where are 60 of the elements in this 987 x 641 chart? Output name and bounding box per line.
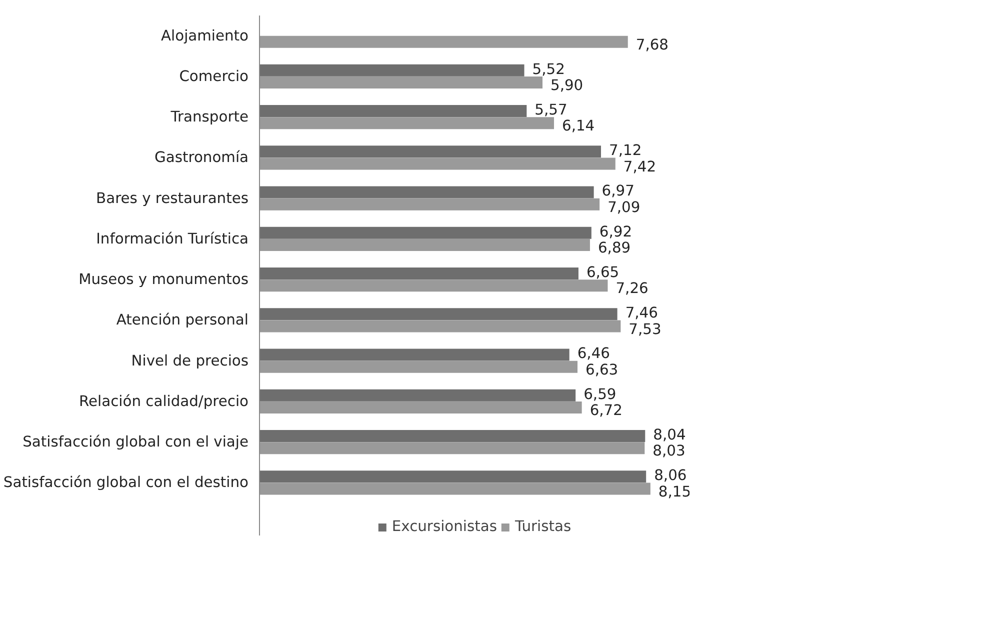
data-label: 7,26	[616, 280, 648, 298]
bar	[260, 280, 608, 292]
data-label: 7,46	[625, 304, 658, 322]
legend-label: Turistas	[514, 518, 572, 535]
bar	[260, 360, 578, 373]
y-tick-label: Satisfacción global con el destino	[3, 474, 249, 492]
bar	[260, 389, 576, 402]
bar	[260, 76, 542, 89]
bar	[260, 117, 554, 130]
data-label: 6,59	[584, 386, 616, 403]
bar	[260, 146, 602, 158]
bar	[260, 470, 646, 483]
bar	[260, 348, 570, 361]
y-tick-label: Atención personal	[116, 312, 249, 329]
data-label: 7,68	[636, 36, 669, 54]
bar	[260, 239, 590, 252]
data-label: 6,97	[602, 182, 634, 200]
y-tick-label: Bares y restaurantes	[96, 190, 248, 207]
bar	[260, 267, 578, 280]
bar	[260, 226, 592, 239]
data-label: 7,42	[623, 158, 656, 176]
data-label: 7,09	[608, 198, 640, 216]
bar	[260, 482, 650, 495]
data-label: 7,12	[609, 142, 642, 160]
bar	[260, 402, 582, 414]
bar	[260, 308, 618, 320]
data-label: 7,53	[628, 320, 662, 338]
data-label: 6,72	[590, 402, 622, 420]
data-label: 5,90	[550, 77, 584, 94]
data-label: 8,06	[654, 467, 687, 484]
data-label: 6,89	[598, 240, 631, 257]
bar	[260, 198, 600, 210]
y-tick-label: Gastronomía	[154, 149, 249, 166]
y-tick-label: Alojamiento	[161, 27, 249, 44]
legend-label: Excursionistas	[392, 518, 497, 535]
bar	[260, 186, 594, 198]
y-tick-label: Transporte	[170, 108, 249, 126]
data-label: 8,15	[658, 483, 692, 500]
data-label: 6,65	[586, 264, 620, 281]
data-label: 8,04	[653, 426, 686, 444]
bar	[260, 104, 527, 117]
bar	[260, 158, 616, 170]
bar	[260, 430, 646, 442]
data-label: 6,92	[599, 223, 632, 240]
data-label: 5,57	[534, 101, 568, 118]
data-label: 6,63	[586, 361, 618, 378]
data-label: 6,46	[577, 345, 610, 362]
bar	[260, 64, 524, 76]
y-tick-label: Satisfacción global con el viaje	[22, 434, 249, 451]
y-tick-label: Información Turística	[96, 230, 249, 248]
y-tick-label: Comercio	[179, 68, 249, 85]
y-tick-label: Nivel de precios	[131, 352, 249, 370]
bar	[260, 320, 621, 332]
y-tick-label: Relación calidad/precio	[79, 392, 249, 410]
y-tick-label: Museos y monumentos	[78, 271, 248, 288]
data-label: 5,52	[532, 60, 565, 78]
data-label: 8,03	[652, 442, 686, 460]
bar	[260, 442, 645, 454]
data-label: 6,14	[562, 118, 595, 135]
bar	[260, 36, 628, 48]
